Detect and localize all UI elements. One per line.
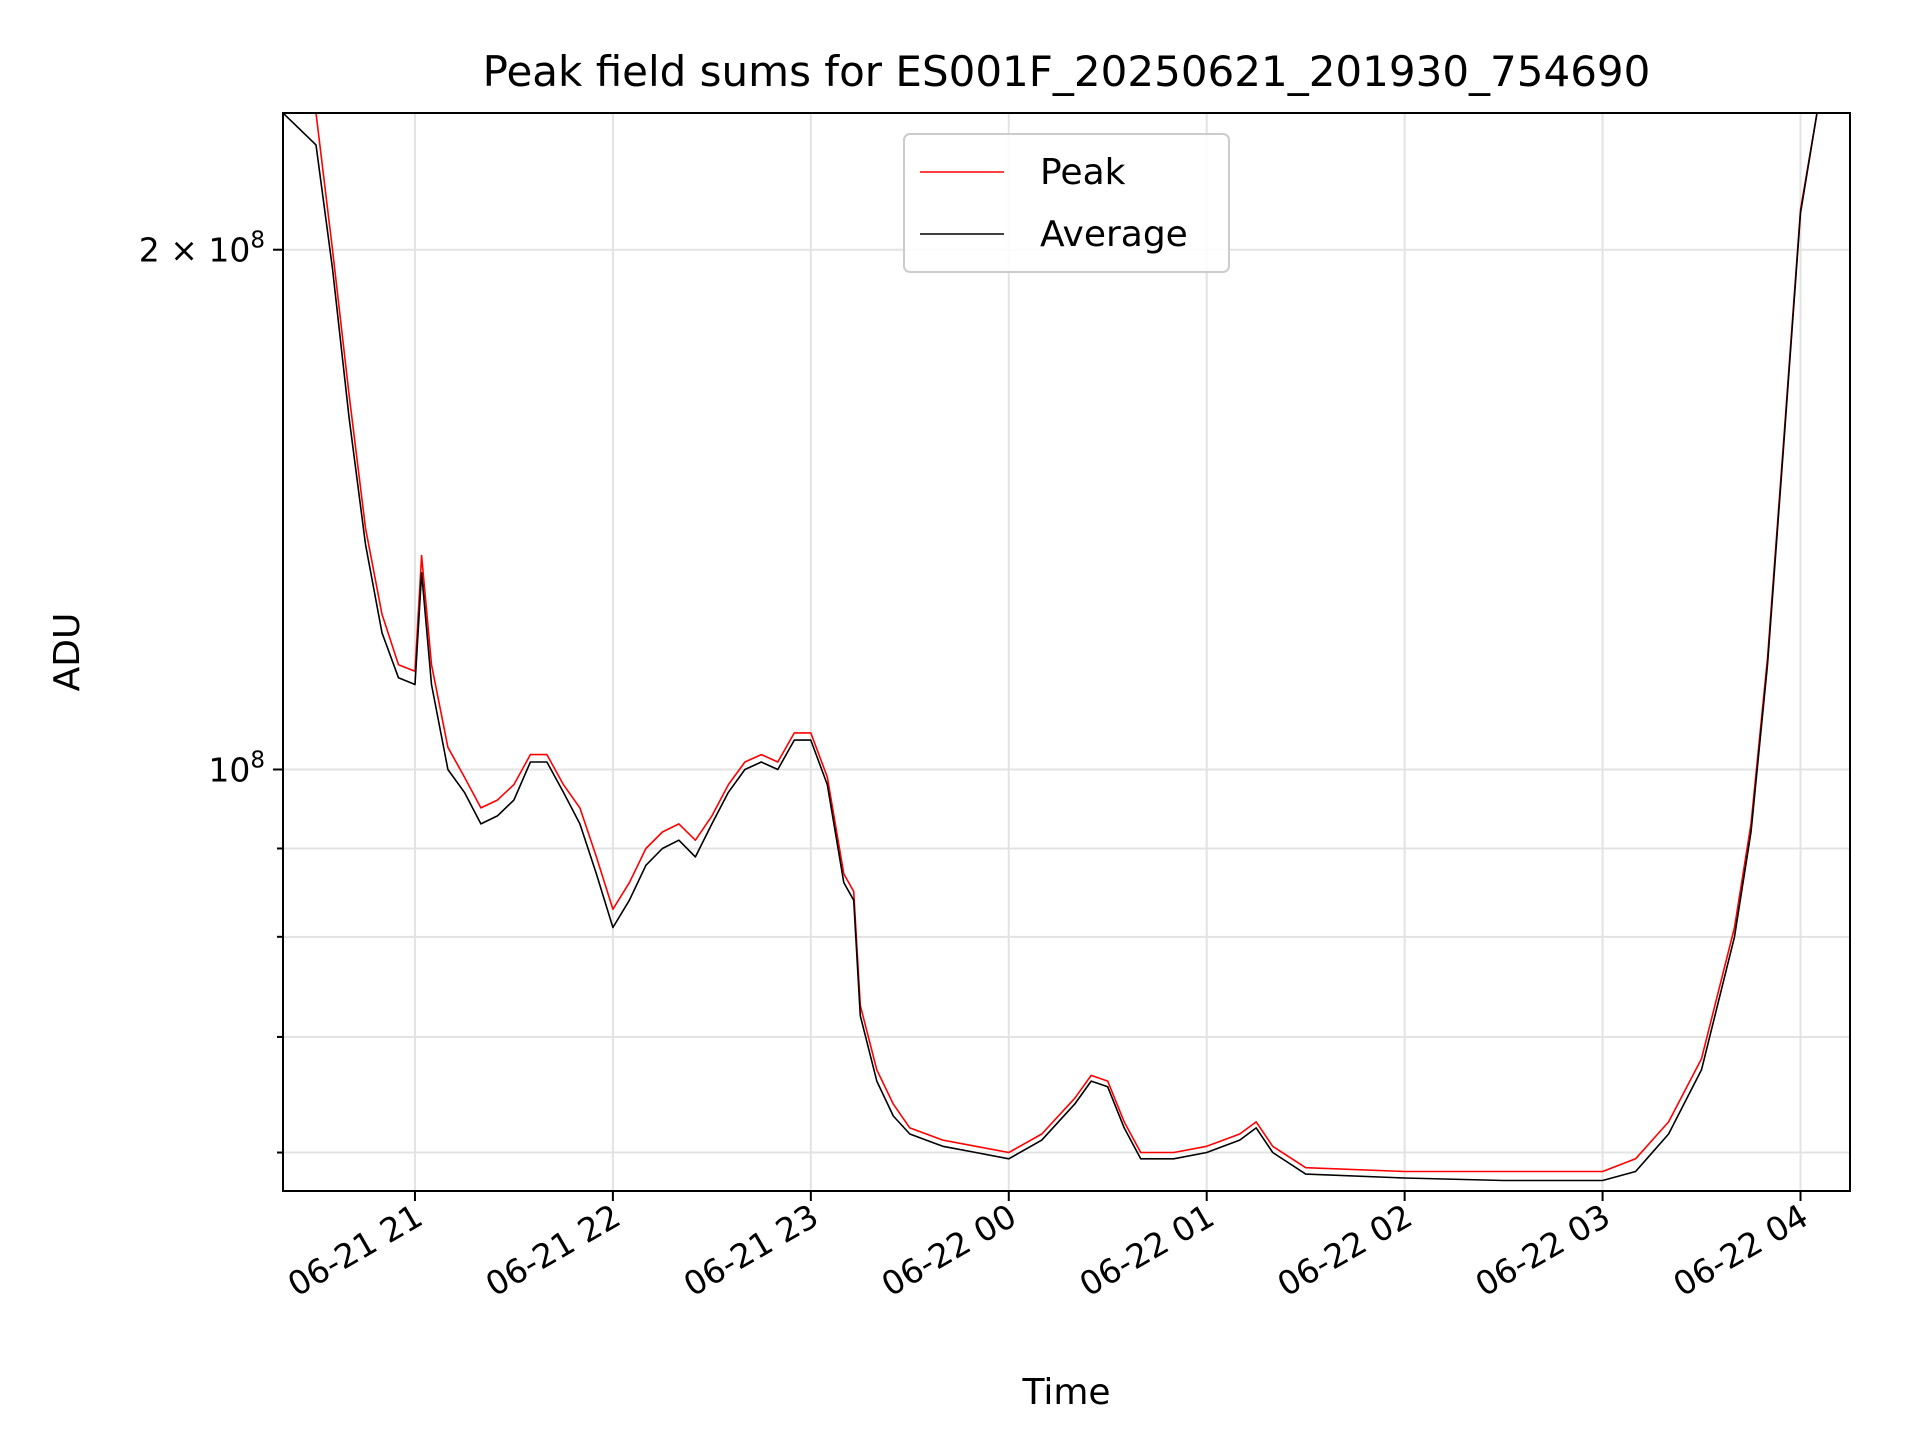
legend-peak-label: Peak xyxy=(1040,152,1126,193)
y-tick-label-base: 2 × 10 xyxy=(139,231,251,270)
y-axis-label: ADU xyxy=(47,613,88,692)
y-tick-label: 108 xyxy=(208,747,265,789)
y-tick-label-exponent: 8 xyxy=(250,747,265,773)
y-tick-label-exponent: 8 xyxy=(250,228,265,254)
legend: Peak Average xyxy=(903,133,1230,273)
x-axis-label: Time xyxy=(1021,1372,1110,1413)
chart-title: Peak field sums for ES001F_20250621_2019… xyxy=(483,47,1651,96)
plot-frame xyxy=(282,112,1851,1192)
y-tick-label: 2 × 108 xyxy=(139,228,265,270)
legend-box xyxy=(903,133,1230,273)
series-line-average xyxy=(283,113,1850,1182)
series-lines xyxy=(283,113,1850,1182)
legend-average-label: Average xyxy=(1040,214,1188,255)
series-line-peak xyxy=(283,113,1850,1173)
y-tick-label-base: 10 xyxy=(208,750,250,789)
